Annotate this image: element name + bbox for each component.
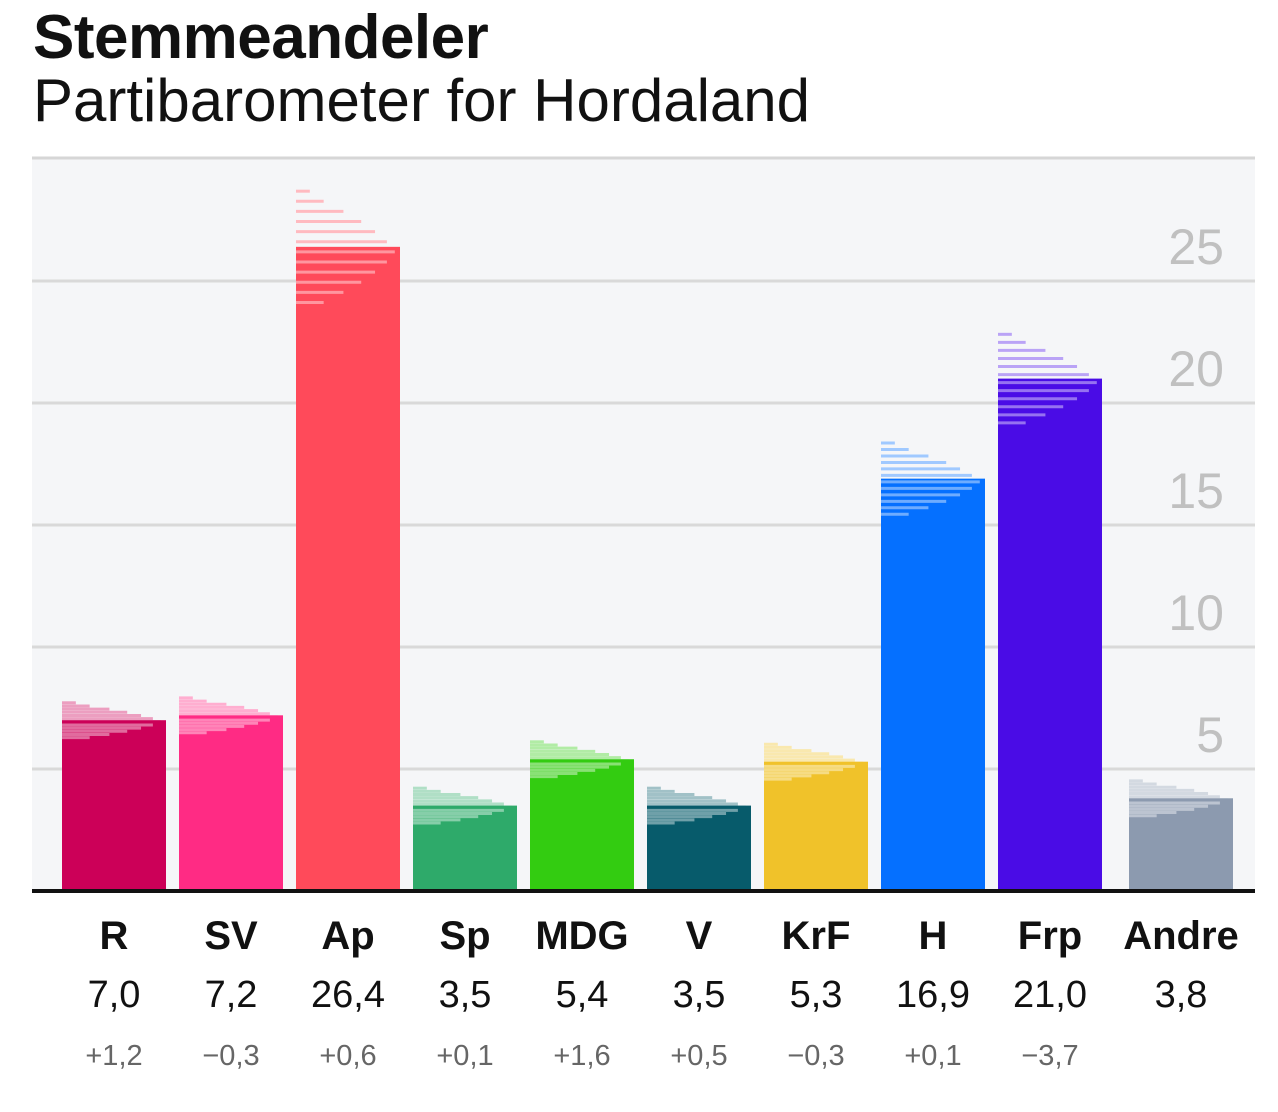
value-label: 21,0 bbox=[1013, 974, 1087, 1016]
bar bbox=[998, 378, 1102, 892]
chart-title: Stemmeandeler bbox=[33, 3, 489, 72]
y-tick-label: 5 bbox=[1196, 707, 1224, 763]
bar bbox=[530, 759, 634, 891]
bar bbox=[764, 761, 868, 891]
value-label: 5,3 bbox=[790, 974, 843, 1016]
change-label: +1,6 bbox=[553, 1040, 610, 1072]
change-label: −0,3 bbox=[787, 1040, 844, 1072]
party-label: KrF bbox=[782, 914, 851, 958]
party-label: R bbox=[100, 914, 129, 958]
change-label: +0,1 bbox=[904, 1040, 961, 1072]
party-label: Frp bbox=[1018, 914, 1082, 958]
bar bbox=[62, 720, 166, 891]
value-label: 3,8 bbox=[1155, 974, 1208, 1016]
value-label: 3,5 bbox=[439, 974, 492, 1016]
y-tick-label: 20 bbox=[1168, 341, 1224, 397]
change-label: +0,1 bbox=[436, 1040, 493, 1072]
change-label: +1,2 bbox=[85, 1040, 142, 1072]
value-label: 26,4 bbox=[311, 974, 385, 1016]
y-tick-label: 25 bbox=[1168, 219, 1224, 275]
value-label: 16,9 bbox=[896, 974, 970, 1016]
y-tick-label: 15 bbox=[1168, 463, 1224, 519]
value-label: 3,5 bbox=[673, 974, 726, 1016]
bar bbox=[881, 478, 985, 891]
party-label: SV bbox=[204, 914, 258, 958]
party-label: Ap bbox=[321, 914, 374, 958]
change-label: +0,5 bbox=[670, 1040, 727, 1072]
value-label: 7,0 bbox=[88, 974, 141, 1016]
party-label: V bbox=[686, 914, 713, 958]
chart-subtitle: Partibarometer for Hordaland bbox=[33, 67, 811, 134]
change-label: −3,7 bbox=[1021, 1040, 1078, 1072]
party-label: Sp bbox=[439, 914, 490, 958]
bar bbox=[296, 246, 400, 892]
change-label: −0,3 bbox=[202, 1040, 259, 1072]
party-label: MDG bbox=[535, 914, 628, 958]
bar bbox=[179, 715, 283, 891]
value-label: 5,4 bbox=[556, 974, 609, 1016]
party-label: H bbox=[919, 914, 948, 958]
party-label: Andre bbox=[1123, 914, 1239, 958]
change-label: +0,6 bbox=[319, 1040, 376, 1072]
y-tick-label: 10 bbox=[1168, 585, 1224, 641]
value-label: 7,2 bbox=[205, 974, 258, 1016]
